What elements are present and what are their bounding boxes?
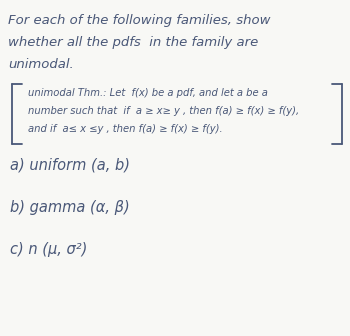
Text: a) uniform (a, b): a) uniform (a, b) — [10, 158, 130, 173]
Text: whether all the pdfs  in the family are: whether all the pdfs in the family are — [8, 36, 258, 49]
Text: unimodal.: unimodal. — [8, 58, 74, 71]
Text: b) gamma (α, β): b) gamma (α, β) — [10, 200, 130, 215]
Text: c) n (μ, σ²): c) n (μ, σ²) — [10, 242, 88, 257]
Text: For each of the following families, show: For each of the following families, show — [8, 14, 271, 27]
Text: and if  a≤ x ≤y , then f(a) ≥ f(x) ≥ f(y).: and if a≤ x ≤y , then f(a) ≥ f(x) ≥ f(y)… — [28, 124, 223, 134]
Text: number such that  if  a ≥ x≥ y , then f(a) ≥ f(x) ≥ f(y),: number such that if a ≥ x≥ y , then f(a)… — [28, 106, 299, 116]
Text: unimodal Thm.: Let  f(x) be a pdf, and let a be a: unimodal Thm.: Let f(x) be a pdf, and le… — [28, 88, 268, 98]
